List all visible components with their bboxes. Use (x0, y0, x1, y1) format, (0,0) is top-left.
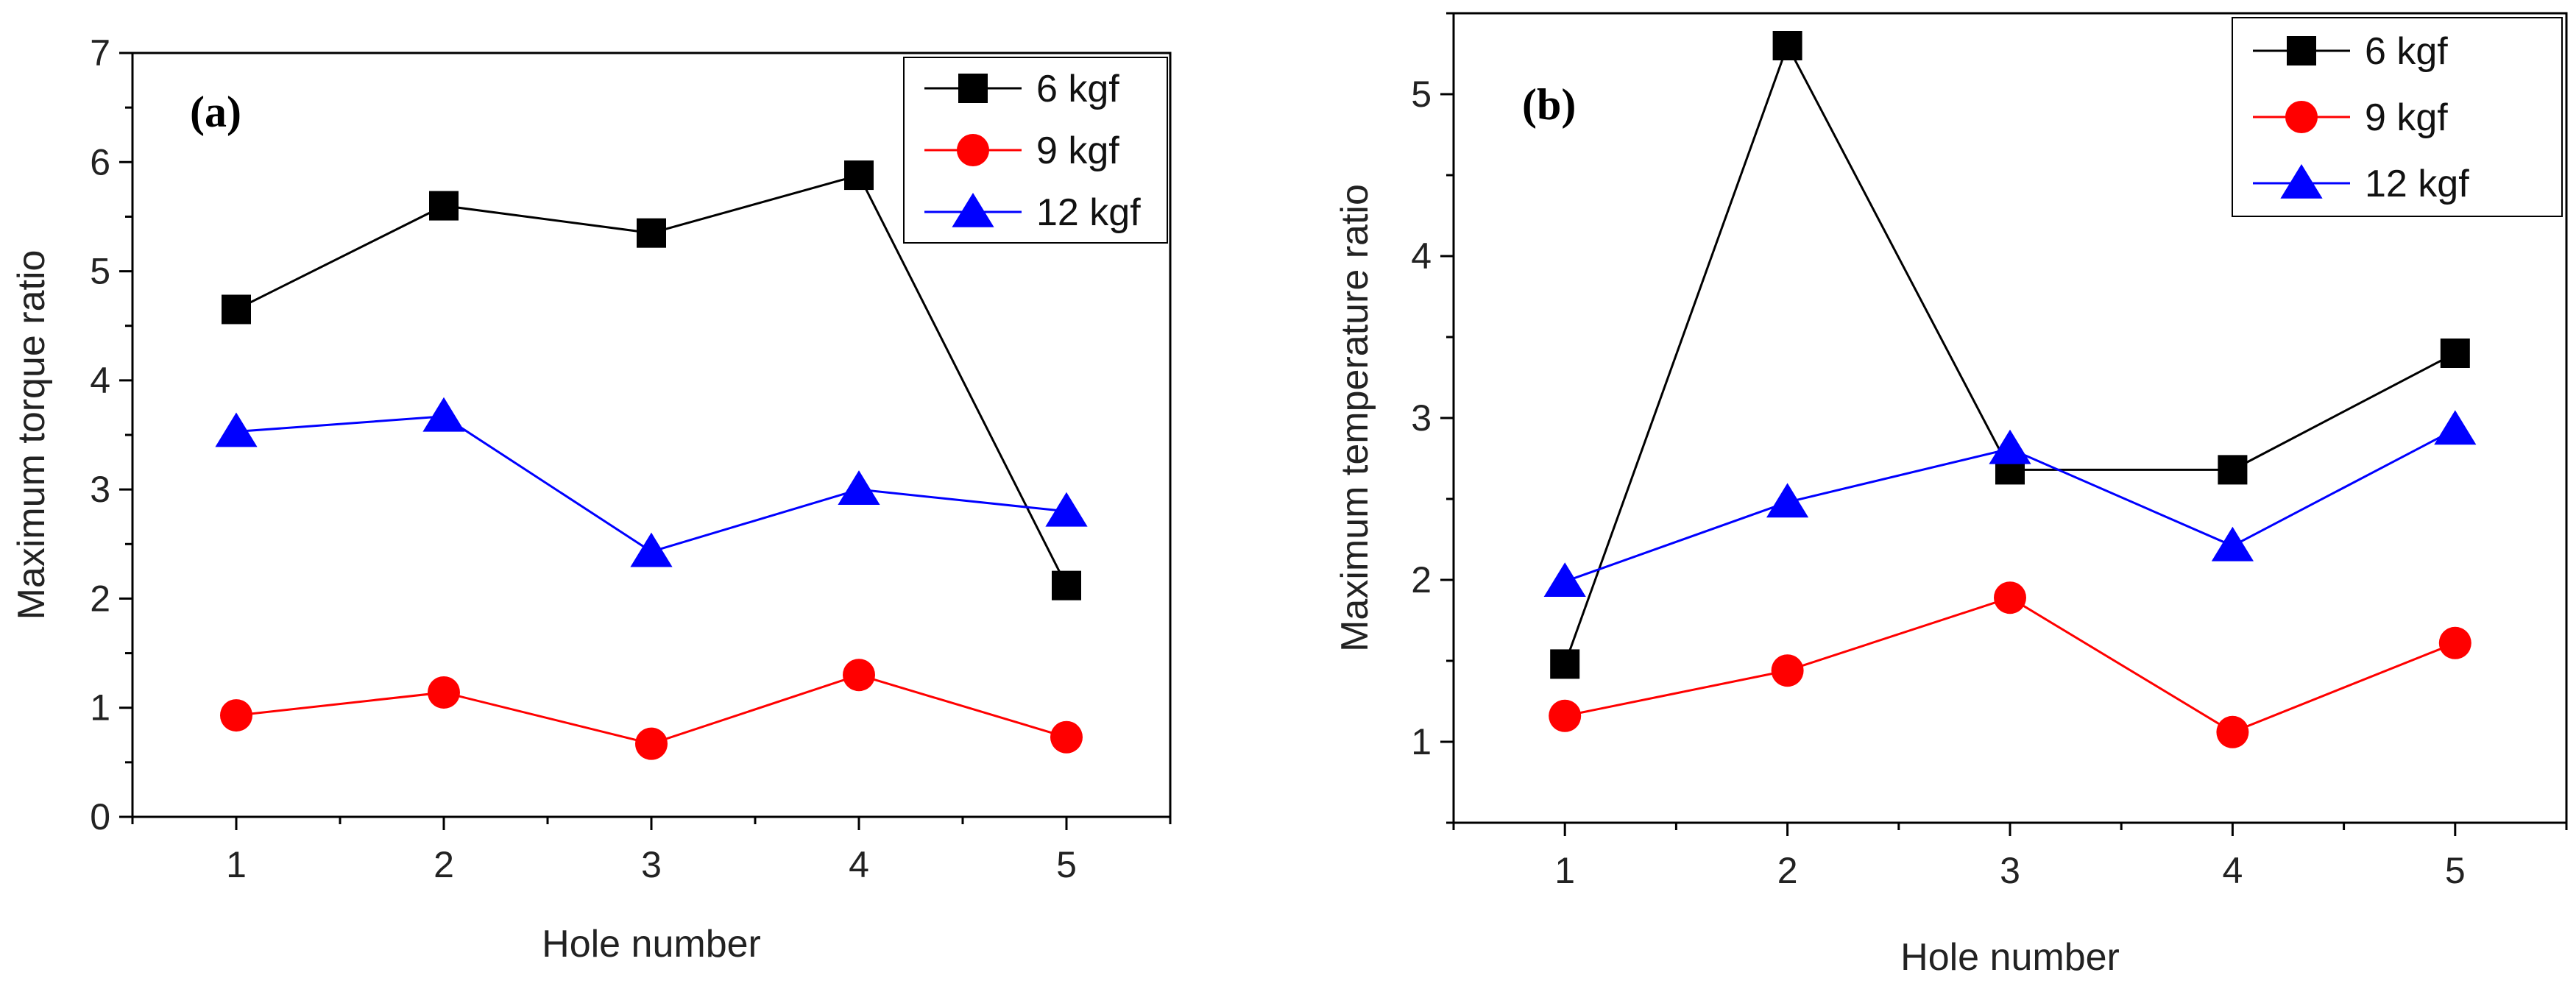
y-tick-label: 2 (1411, 559, 1432, 600)
series-12-kgf (1543, 410, 2477, 597)
data-point (215, 412, 258, 447)
data-point (630, 532, 673, 567)
data-point (1772, 31, 1802, 60)
legend-marker (2285, 101, 2318, 133)
panel-label: (a) (190, 88, 241, 136)
legend-label: 6 kgf (1036, 68, 1119, 110)
x-tick-label: 4 (2222, 850, 2243, 891)
data-point (637, 218, 666, 248)
data-point (1050, 720, 1083, 754)
data-point (429, 191, 459, 221)
x-tick-label: 3 (641, 844, 662, 885)
series-9-kgf (1549, 581, 2471, 748)
legend-label: 12 kgf (1036, 191, 1141, 234)
data-point (422, 397, 465, 432)
data-point (1994, 581, 2026, 614)
data-point (1045, 492, 1088, 527)
y-tick-label: 1 (1411, 721, 1432, 762)
y-tick-label: 5 (90, 251, 110, 292)
series-12-kgf (215, 397, 1088, 567)
legend-label: 6 kgf (2365, 30, 2448, 73)
data-point (1766, 483, 1809, 518)
chart-panel-a: 1 2 3 4 5 0 1 2 3 4 5 6 7 Hole number Maximum torque r… (10, 32, 1172, 966)
data-point (2218, 455, 2248, 485)
series-6-kgf (1550, 31, 2470, 679)
y-axis-label: Maximum torque ratio (10, 250, 53, 620)
data-point (2434, 410, 2477, 445)
y-tick-label: 4 (90, 360, 110, 401)
data-point (2216, 715, 2249, 748)
data-point (428, 676, 460, 709)
data-point (635, 727, 668, 760)
data-point (220, 699, 252, 732)
legend: 6 kgf 9 kgf 12 kgf (2232, 17, 2563, 217)
data-point (2440, 339, 2470, 368)
y-tick-label: 6 (90, 141, 110, 183)
x-axis-label: Hole number (1900, 936, 2120, 979)
legend-label: 9 kgf (2365, 96, 2448, 139)
data-point (1550, 649, 1580, 679)
data-point (1052, 570, 1081, 600)
x-tick-label: 4 (849, 844, 869, 885)
y-tick-label: 7 (90, 32, 110, 74)
y-tick-label: 1 (90, 687, 110, 729)
x-tick-label: 1 (226, 844, 247, 885)
y-axis-label: Maximum temperature ratio (1334, 184, 1376, 652)
data-point (1989, 429, 2031, 464)
legend-marker (958, 74, 988, 103)
legend-marker (952, 193, 994, 227)
y-tick-label: 0 (90, 796, 110, 837)
legend-label: 12 kgf (2365, 163, 2469, 205)
legend: 6 kgf 9 kgf 12 kgf (903, 57, 1168, 244)
data-point (1549, 699, 1582, 732)
panel-label: (b) (1522, 80, 1576, 129)
data-point (2211, 526, 2254, 561)
x-tick-label: 3 (2000, 850, 2020, 891)
y-tick-label: 3 (1411, 397, 1432, 439)
data-point (1543, 562, 1586, 597)
legend-label: 9 kgf (1036, 130, 1119, 172)
x-tick-label: 2 (434, 844, 454, 885)
y-tick-label: 4 (1411, 235, 1432, 277)
data-point (844, 160, 874, 191)
data-point (2438, 626, 2471, 659)
data-point (1771, 654, 1804, 687)
data-point (843, 659, 875, 692)
series-line (236, 415, 1067, 553)
y-tick-label: 5 (1411, 74, 1432, 115)
data-point (222, 294, 251, 325)
legend-marker (2280, 164, 2323, 199)
y-tick-label: 3 (90, 469, 110, 510)
chart-panel-b: 1 2 3 4 5 1 2 3 4 5 Hole number Maximum temperature… (1334, 12, 2568, 979)
x-tick-label: 5 (1056, 844, 1077, 885)
legend-marker (2287, 36, 2316, 65)
data-point (838, 470, 880, 505)
x-axis-label: Hole number (542, 923, 761, 966)
legend-marker (957, 134, 989, 166)
y-tick-label: 2 (90, 578, 110, 619)
series-6-kgf (222, 160, 1081, 600)
x-tick-label: 2 (1777, 850, 1798, 891)
x-tick-label: 5 (2445, 850, 2466, 891)
series-9-kgf (220, 659, 1083, 760)
x-tick-label: 1 (1554, 850, 1575, 891)
series-line (1564, 596, 2456, 734)
